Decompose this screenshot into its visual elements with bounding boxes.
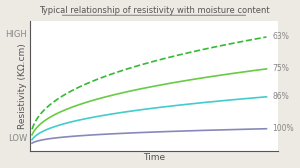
Text: 86%: 86% [272,92,289,101]
Text: LOW: LOW [8,134,27,143]
Text: 75%: 75% [272,64,289,73]
X-axis label: Time: Time [143,153,165,162]
Text: Typical relationship of resistivity with moisture content: Typical relationship of resistivity with… [39,6,269,15]
Text: 63%: 63% [272,32,289,41]
Text: HIGH: HIGH [5,30,27,39]
Y-axis label: Resistivity (KΩ.cm): Resistivity (KΩ.cm) [18,43,27,129]
Text: 100%: 100% [272,124,294,133]
